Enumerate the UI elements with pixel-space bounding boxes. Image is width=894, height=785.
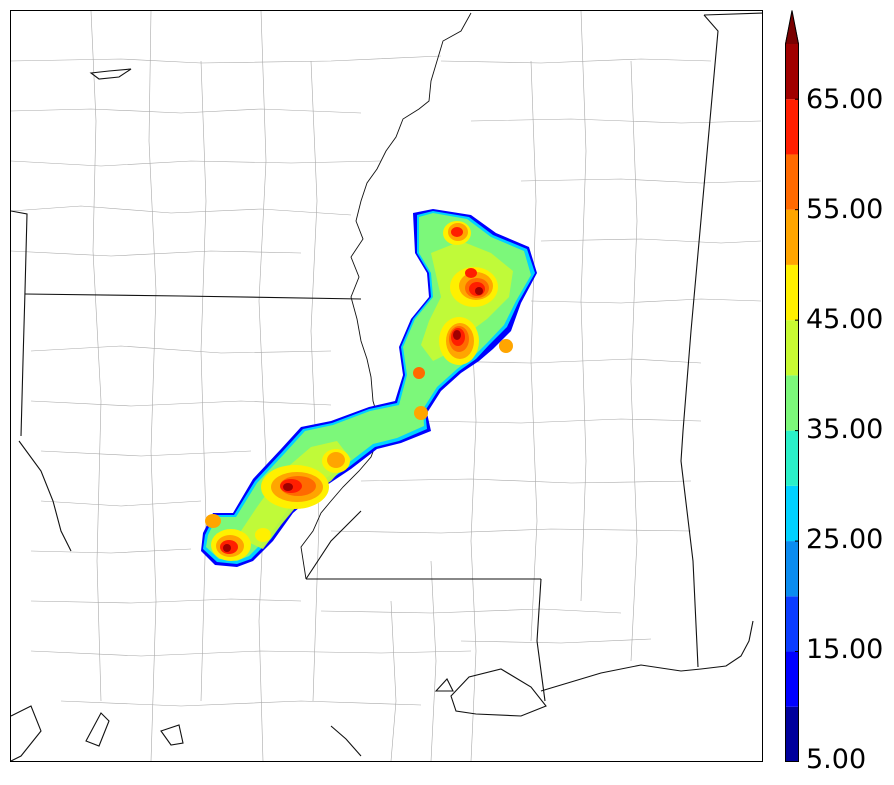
- colorbar-tick-label: 65.00: [806, 84, 884, 115]
- colorbar-tick-label: 15.00: [806, 634, 884, 665]
- colorbar-segment: [785, 320, 799, 376]
- map-panel: [10, 10, 763, 762]
- core-60-f: [465, 268, 477, 278]
- core-60-e: [451, 227, 463, 237]
- colorbar-segment: [785, 264, 799, 321]
- river-mississippi: [300, 12, 472, 580]
- map-canvas: [11, 11, 762, 761]
- colorbar-segment: [785, 485, 799, 542]
- core-65-d: [223, 544, 231, 552]
- colorbar-segment: [785, 541, 799, 597]
- colorbar-segment: [785, 44, 799, 100]
- core-65-b: [453, 330, 461, 340]
- core-small-e: [413, 367, 425, 379]
- colorbar-segment: [785, 430, 799, 486]
- state-borders: [11, 12, 762, 702]
- core-small-a: [414, 406, 428, 420]
- colorbar-tick-label: 55.00: [806, 194, 884, 225]
- colorbar-extend-arrow: [785, 10, 799, 44]
- colorbar-tick-label: 5.00: [806, 744, 867, 775]
- colorbar-segment: [785, 99, 799, 155]
- colorbar-segment: [785, 651, 799, 707]
- core-50-f: [327, 452, 345, 468]
- colorbar-segment: [785, 706, 799, 762]
- core-65-c: [283, 483, 293, 491]
- county-borders: [11, 11, 762, 761]
- colorbar-tick-label: 45.00: [806, 304, 884, 335]
- colorbar-tick-label: 25.00: [806, 524, 884, 555]
- core-65-a: [475, 287, 483, 295]
- core-small-b: [499, 339, 513, 353]
- core-small-c: [205, 514, 221, 528]
- colorbar-segment: [785, 154, 799, 210]
- coastline: [11, 68, 754, 761]
- colorbar-segment: [785, 209, 799, 265]
- reflectivity-field: [201, 209, 537, 567]
- colorbar-segment: [785, 375, 799, 431]
- core-small-d: [255, 528, 271, 542]
- colorbar-segment: [785, 596, 799, 652]
- colorbar: [785, 10, 799, 762]
- colorbar-tick-label: 35.00: [806, 414, 884, 445]
